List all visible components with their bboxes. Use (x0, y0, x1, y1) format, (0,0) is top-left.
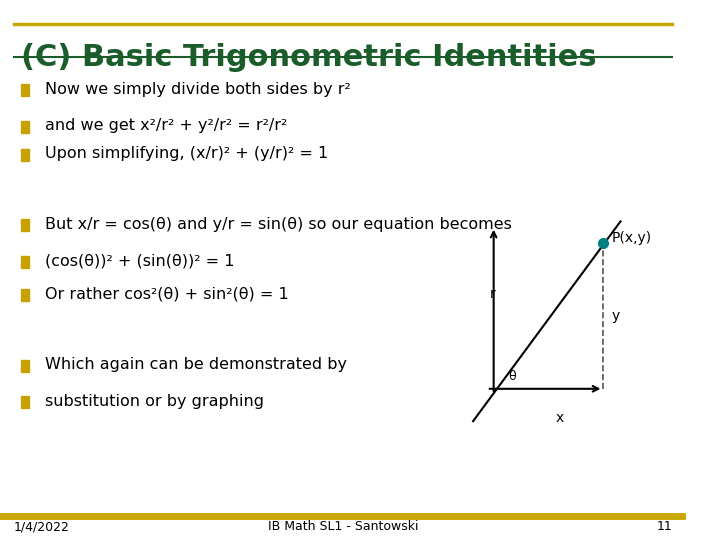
Bar (21, 396, 30, 408)
Text: (cos(θ))² + (sin(θ))² = 1: (cos(θ))² + (sin(θ))² = 1 (45, 253, 234, 268)
Text: Upon simplifying, (x/r)² + (y/r)² = 1: Upon simplifying, (x/r)² + (y/r)² = 1 (45, 146, 328, 161)
Text: substitution or by graphing: substitution or by graphing (45, 394, 264, 409)
Bar (21, 219, 30, 231)
Text: Which again can be demonstrated by: Which again can be demonstrated by (45, 357, 346, 372)
Text: θ: θ (509, 370, 516, 383)
Text: IB Math SL1 - Santowski: IB Math SL1 - Santowski (268, 520, 418, 533)
Bar (21, 289, 30, 301)
Text: 11: 11 (656, 520, 672, 533)
Text: r: r (490, 287, 496, 301)
Text: Or rather cos²(θ) + sin²(θ) = 1: Or rather cos²(θ) + sin²(θ) = 1 (45, 287, 288, 302)
Text: 1/4/2022: 1/4/2022 (14, 520, 70, 533)
Text: y: y (611, 309, 620, 323)
Text: Now we simply divide both sides by r²: Now we simply divide both sides by r² (45, 82, 351, 97)
Text: But x/r = cos(θ) and y/r = sin(θ) so our equation becomes: But x/r = cos(θ) and y/r = sin(θ) so our… (45, 217, 511, 232)
Bar (21, 149, 30, 161)
Bar (21, 256, 30, 268)
Bar (21, 360, 30, 372)
Text: P(x,y): P(x,y) (611, 231, 652, 245)
Text: and we get x²/r² + y²/r² = r²/r²: and we get x²/r² + y²/r² = r²/r² (45, 118, 287, 133)
Text: (C) Basic Trigonometric Identities: (C) Basic Trigonometric Identities (21, 43, 596, 72)
Bar (21, 121, 30, 133)
Text: x: x (555, 411, 564, 426)
Bar (21, 84, 30, 96)
